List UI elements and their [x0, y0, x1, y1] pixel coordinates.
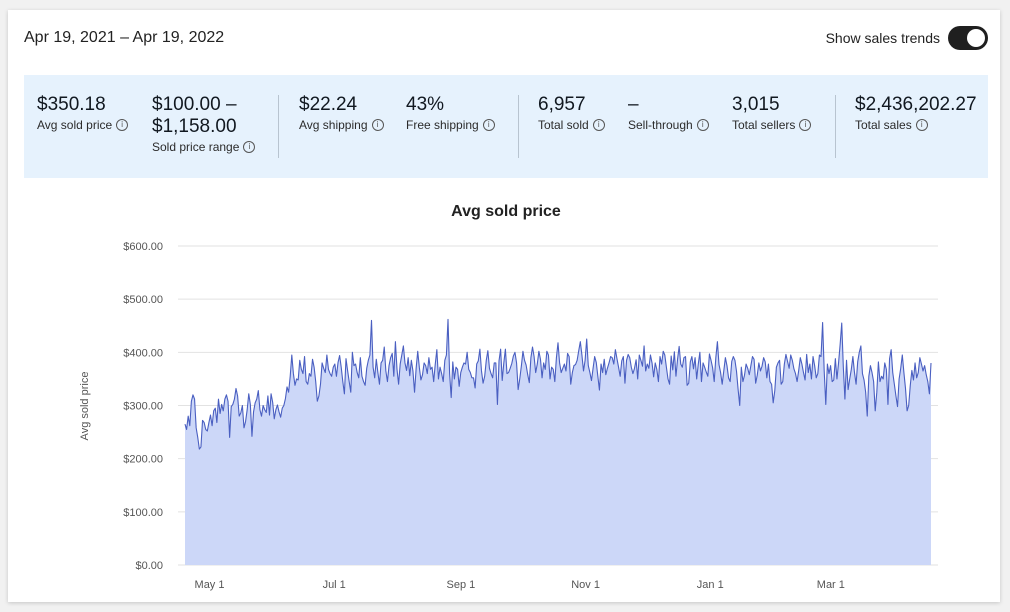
stat-avg-shipping: $22.24 Avg shipping i: [299, 94, 384, 132]
stat-value: $100.00 –: [152, 94, 237, 115]
info-icon[interactable]: i: [371, 119, 384, 131]
stat-avg-sold-price: $350.18 Avg sold price i: [37, 94, 129, 132]
stat-label: Avg shipping: [299, 118, 368, 132]
stat-label: Total sellers: [732, 118, 796, 132]
info-icon[interactable]: i: [243, 141, 256, 153]
x-tick-label: Jul 1: [323, 579, 346, 591]
stat-label: Sold price range: [152, 140, 240, 154]
stat-label: Sell-through: [628, 118, 693, 132]
y-tick-label: $300.00: [123, 401, 163, 413]
info-icon[interactable]: i: [116, 119, 129, 131]
x-tick-label: May 1: [195, 579, 225, 591]
info-icon[interactable]: i: [696, 119, 709, 131]
x-tick-label: Nov 1: [571, 579, 600, 591]
stat-total-sales: $2,436,202.27 Total sales i: [855, 94, 977, 132]
stat-value: $22.24: [299, 94, 358, 115]
stat-value: 43%: [406, 94, 445, 115]
info-icon[interactable]: i: [799, 119, 812, 131]
divider: [278, 95, 279, 158]
info-icon[interactable]: i: [482, 119, 495, 131]
y-axis-label: Avg sold price: [79, 372, 91, 441]
stat-total-sellers: 3,015 Total sellers i: [732, 94, 812, 132]
y-tick-label: $400.00: [123, 347, 163, 359]
stat-value: $350.18: [37, 94, 106, 115]
stat-label: Avg sold price: [37, 118, 113, 132]
info-icon[interactable]: i: [915, 119, 928, 131]
series-area: [185, 319, 931, 565]
stat-free-shipping: 43% Free shipping i: [406, 94, 495, 132]
y-tick-label: $0.00: [135, 560, 163, 572]
stat-value: 6,957: [538, 94, 586, 115]
x-tick-label: Sep 1: [447, 579, 476, 591]
x-tick-label: Mar 1: [817, 579, 845, 591]
divider: [835, 95, 836, 158]
chart-title: Avg sold price: [451, 203, 561, 220]
y-tick-label: $500.00: [123, 294, 163, 306]
y-tick-label: $600.00: [123, 241, 163, 253]
stat-sell-through: – Sell-through i: [628, 94, 709, 132]
stat-label: Total sold: [538, 118, 589, 132]
sales-card: Apr 19, 2021 – Apr 19, 2022 Show sales t…: [8, 10, 1000, 602]
date-range: Apr 19, 2021 – Apr 19, 2022: [24, 29, 225, 46]
stat-value: $2,436,202.27: [855, 94, 977, 115]
sales-trend-label: Show sales trends: [825, 30, 940, 46]
toggle-knob: [967, 29, 985, 47]
stats-panel: $350.18 Avg sold price i $100.00 – $1,158…: [24, 75, 988, 178]
stat-total-sold: 6,957 Total sold i: [538, 94, 605, 132]
stat-value-2: $1,158.00: [152, 116, 237, 137]
y-tick-label: $200.00: [123, 454, 163, 466]
y-tick-label: $100.00: [123, 507, 163, 519]
info-icon[interactable]: i: [592, 119, 605, 131]
stat-value: 3,015: [732, 94, 780, 115]
x-tick-label: Jan 1: [697, 579, 724, 591]
stat-sold-price-range: $100.00 – $1,158.00 Sold price range i: [152, 94, 256, 154]
sales-trend-control: Show sales trends: [826, 26, 988, 50]
stat-value: –: [628, 94, 639, 115]
sales-trend-toggle[interactable]: [948, 26, 988, 50]
stat-label: Free shipping: [406, 118, 479, 132]
chart-area: Avg sold price Avg sold price $0.00 $100.…: [8, 190, 1000, 602]
divider: [518, 95, 519, 158]
stat-label: Total sales: [855, 118, 912, 132]
series-line: [184, 318, 932, 450]
avg-sold-price-chart: Avg sold price Avg sold price $0.00 $100.…: [79, 203, 938, 591]
